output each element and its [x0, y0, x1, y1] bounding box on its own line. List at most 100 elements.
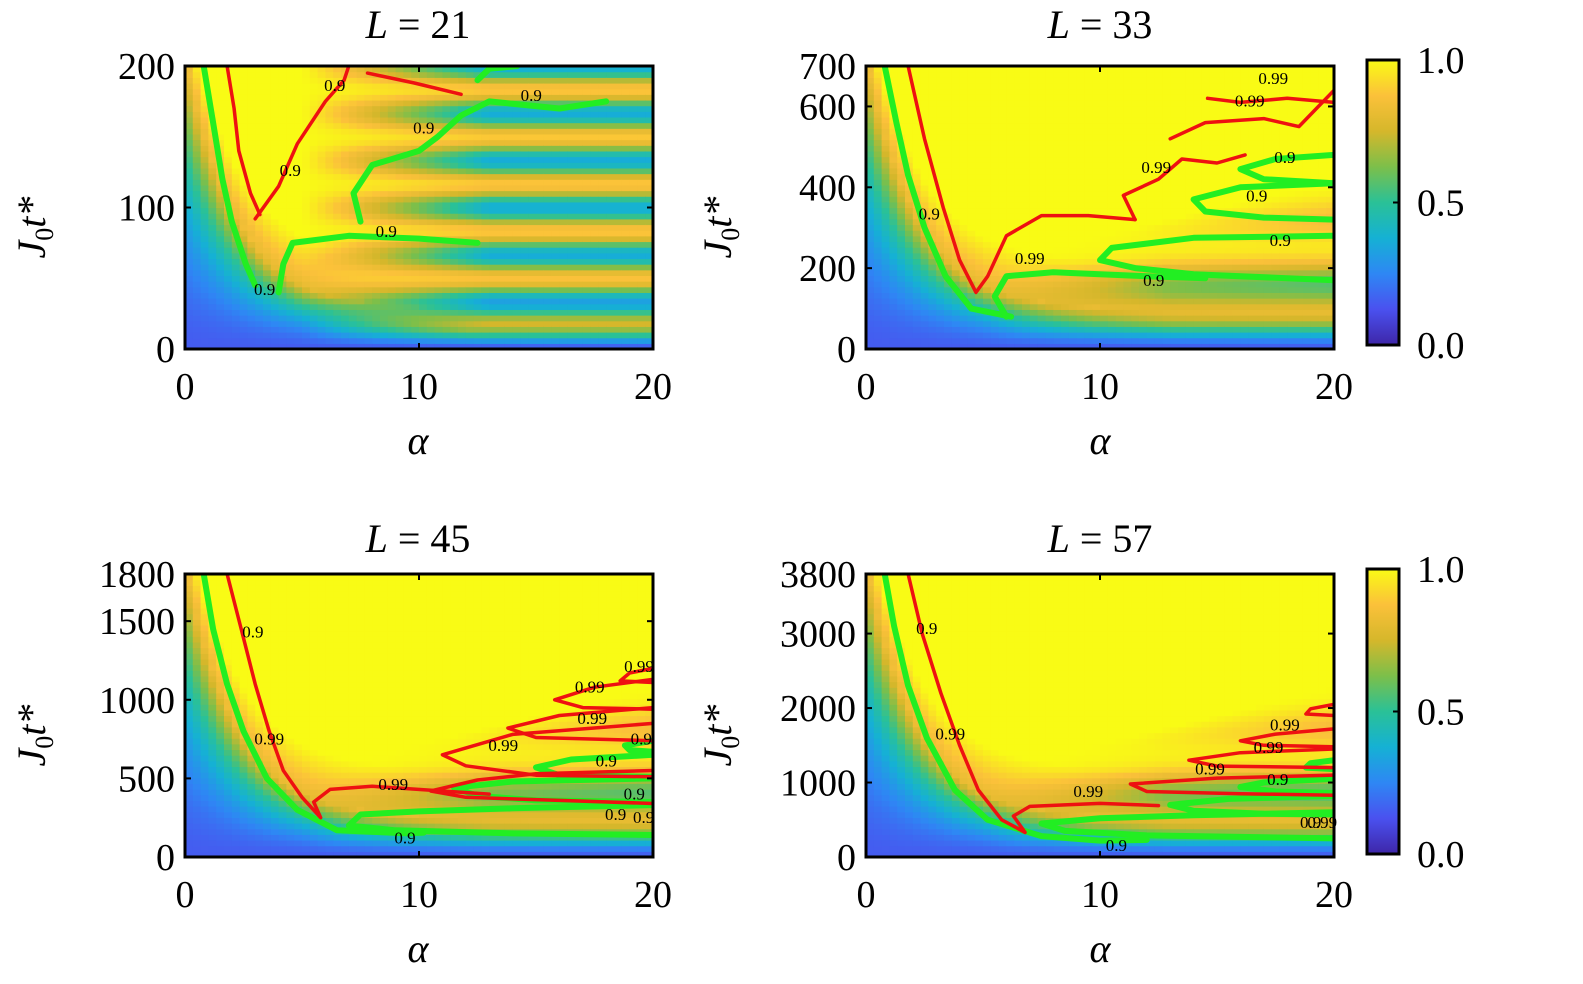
heatmap-cell: [364, 292, 373, 299]
heatmap-cell: [873, 133, 883, 141]
heatmap-cell: [192, 275, 202, 282]
heatmap-cell: [356, 77, 365, 84]
heatmap-cell: [450, 77, 459, 84]
heatmap-cell: [1061, 235, 1070, 243]
heatmap-cell: [504, 190, 514, 197]
heatmap-cell: [512, 71, 521, 78]
heatmap-cell: [959, 133, 968, 141]
heatmap-cell: [1029, 309, 1039, 316]
heatmap-cell: [637, 196, 646, 203]
heatmap-cell: [1107, 71, 1117, 78]
heatmap-cell: [372, 156, 381, 163]
heatmap-cell: [520, 116, 529, 124]
heatmap-cell: [1053, 184, 1062, 192]
heatmap-cell: [1123, 320, 1132, 327]
heatmap-cell: [920, 292, 929, 299]
heatmap-cell: [598, 184, 607, 192]
heatmap-cell: [364, 230, 373, 237]
heatmap-cell: [333, 116, 342, 124]
heatmap-cell: [333, 128, 342, 135]
heatmap-cell: [458, 303, 467, 310]
heatmap-cell: [551, 71, 560, 78]
heatmap-cell: [621, 82, 631, 90]
heatmap-cell: [216, 94, 225, 101]
heatmap-cell: [309, 281, 319, 288]
heatmap-cell: [912, 269, 922, 277]
heatmap-cell: [590, 315, 599, 322]
heatmap-cell: [528, 94, 537, 101]
heatmap-cell: [1006, 326, 1015, 333]
heatmap-cell: [1123, 235, 1132, 243]
heatmap-cell: [645, 82, 653, 90]
heatmap-cell: [208, 298, 217, 305]
heatmap-cell: [551, 224, 560, 231]
heatmap-cell: [905, 315, 914, 322]
heatmap-cell: [606, 179, 615, 186]
heatmap-cell: [1139, 218, 1148, 226]
heatmap-cell: [192, 88, 202, 95]
heatmap-cell: [1139, 133, 1148, 141]
heatmap-cell: [395, 145, 404, 152]
heatmap-cell: [224, 315, 233, 322]
heatmap-cell: [629, 230, 638, 237]
heatmap-cell: [1123, 122, 1132, 129]
heatmap-cell: [645, 99, 653, 107]
heatmap-cell: [270, 303, 280, 310]
heatmap-cell: [866, 88, 875, 95]
heatmap-cell: [309, 133, 319, 141]
heatmap-cell: [372, 252, 381, 260]
heatmap-cell: [551, 281, 560, 288]
heatmap-cell: [442, 167, 451, 175]
heatmap-cell: [1029, 241, 1039, 248]
heatmap-cell: [1045, 337, 1054, 344]
heatmap-cell: [1146, 201, 1156, 209]
heatmap-cell: [1123, 77, 1132, 84]
heatmap-cell: [270, 99, 280, 107]
heatmap-cell: [1154, 196, 1163, 203]
heatmap-cell: [348, 122, 358, 129]
heatmap-cell: [905, 218, 914, 226]
heatmap-cell: [364, 343, 373, 349]
heatmap-cell: [1146, 230, 1156, 237]
heatmap-cell: [481, 111, 490, 118]
heatmap-cell: [889, 258, 898, 265]
heatmap-cell: [621, 77, 631, 84]
heatmap-cell: [1139, 258, 1148, 265]
heatmap-cell: [873, 343, 883, 349]
heatmap-cell: [278, 298, 287, 305]
heatmap-cell: [975, 88, 984, 95]
heatmap-cell: [302, 224, 311, 231]
heatmap-cell: [920, 241, 929, 248]
heatmap-cell: [990, 133, 1000, 141]
heatmap-cell: [1115, 213, 1124, 220]
heatmap-cell: [621, 133, 631, 141]
heatmap-cell: [387, 258, 397, 265]
heatmap-cell: [395, 179, 404, 186]
heatmap-cell: [411, 139, 420, 146]
heatmap-cell: [387, 184, 397, 192]
heatmap-cell: [263, 207, 272, 214]
heatmap-cell: [419, 196, 428, 203]
heatmap-cell: [1022, 77, 1031, 84]
heatmap-cell: [912, 128, 922, 135]
heatmap-cell: [1131, 150, 1140, 158]
heatmap-cell: [1045, 286, 1054, 293]
heatmap-cell: [348, 88, 358, 95]
heatmap-cell: [944, 128, 953, 135]
heatmap-cell: [1092, 82, 1101, 90]
heatmap-cell: [481, 235, 490, 243]
heatmap-cell: [598, 77, 607, 84]
heatmap-cell: [497, 167, 506, 175]
heatmap-cell: [185, 303, 194, 310]
heatmap-cell: [1100, 116, 1109, 124]
heatmap-cell: [481, 281, 490, 288]
heatmap-cell: [1068, 116, 1078, 124]
heatmap-cell: [325, 145, 334, 152]
heatmap-cell: [185, 145, 194, 152]
heatmap-cell: [1123, 94, 1132, 101]
heatmap-cell: [481, 162, 490, 169]
heatmap-cell: [1053, 111, 1062, 118]
heatmap-cell: [317, 82, 326, 90]
heatmap-cell: [286, 133, 295, 141]
heatmap-cell: [889, 88, 898, 95]
